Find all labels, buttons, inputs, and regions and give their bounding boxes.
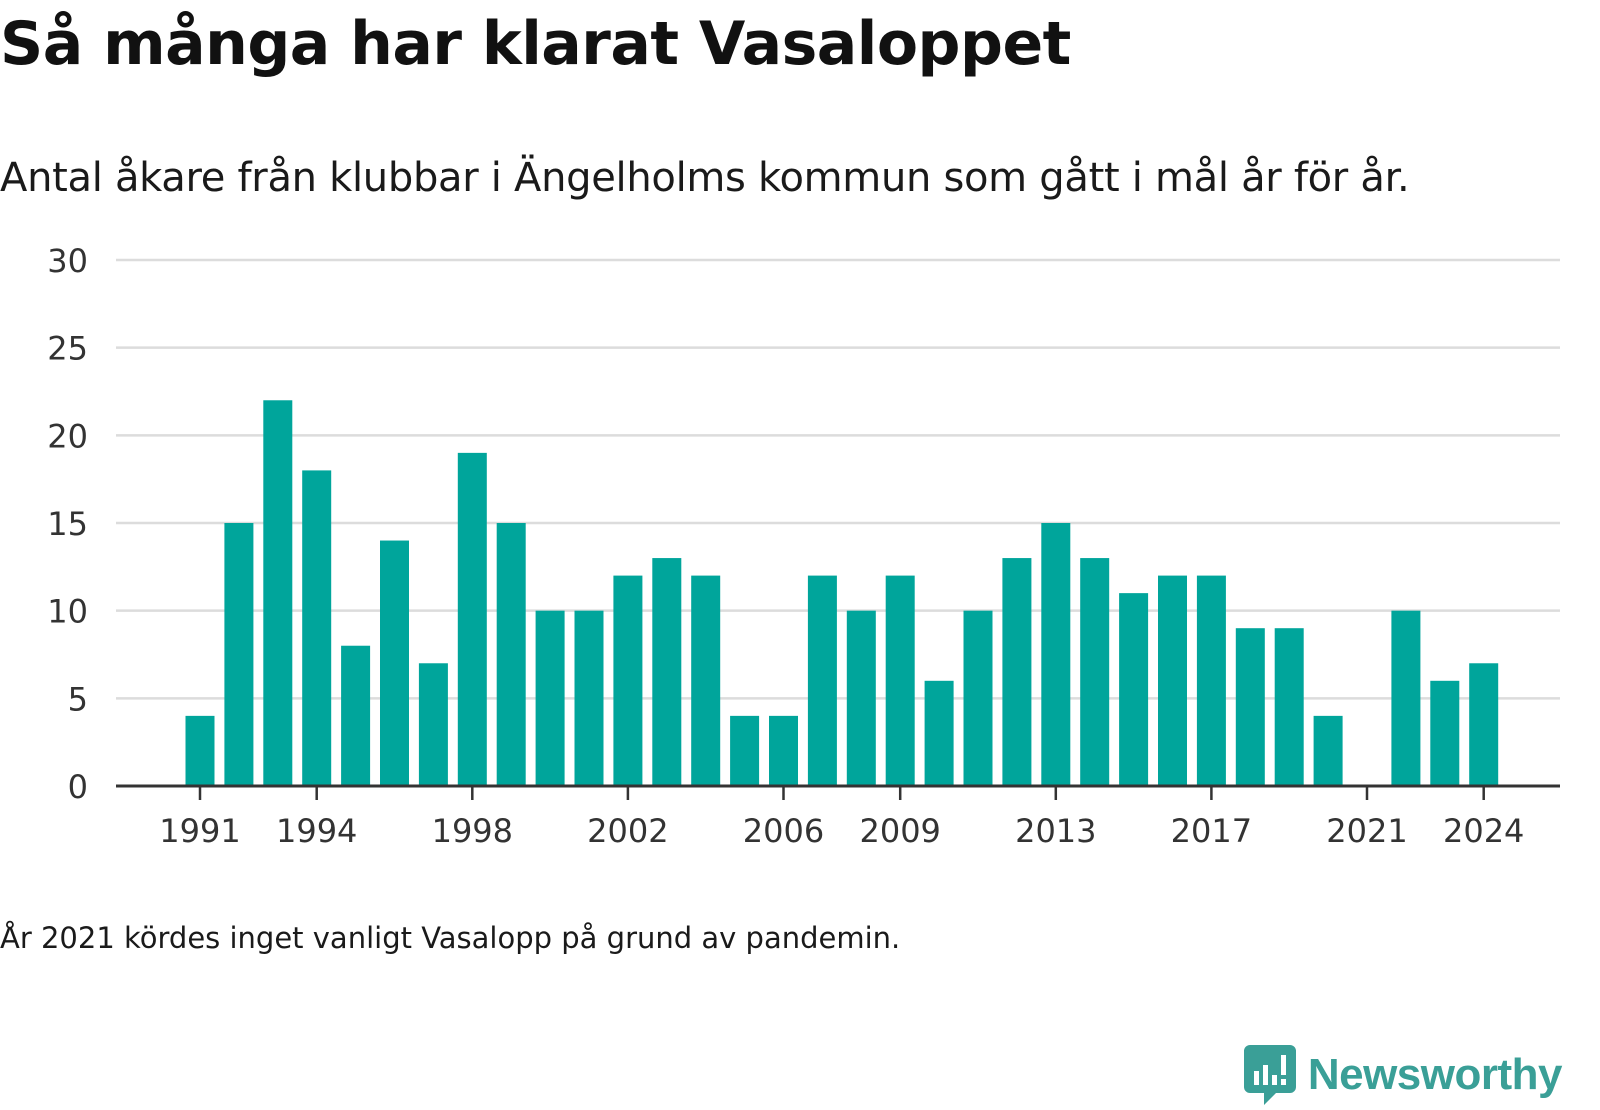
bar-2002: [613, 575, 643, 786]
newsworthy-logo-icon: [1243, 1045, 1296, 1105]
bar-chart: 0 5 10 15 20 25 30 1991 1994 1998 2002 2006 2009 201…: [47, 242, 1560, 850]
bar-2003: [652, 558, 682, 786]
bar-2005: [730, 715, 760, 786]
y-tick-label: 25: [47, 330, 88, 368]
x-tick-label: 2024: [1443, 812, 1524, 850]
x-tick-label: 1998: [432, 812, 513, 850]
brand-logo[interactable]: Newsworthy: [1243, 1040, 1563, 1110]
bar-2018: [1235, 628, 1265, 786]
bar-2004: [691, 575, 721, 786]
bar-1994: [302, 470, 332, 786]
bar-1997: [418, 663, 448, 786]
bar-2014: [1080, 558, 1110, 786]
x-axis-tick-labels: 1991 1994 1998 2002 2006 2009 2013 2017 2021 2024: [159, 812, 1524, 850]
y-tick-label: 5: [68, 680, 88, 718]
y-tick-label: 15: [47, 505, 88, 543]
bar-2011: [963, 610, 993, 786]
y-tick-label: 10: [47, 593, 88, 631]
x-tick-label: 2006: [743, 812, 824, 850]
chart-subtitle: Antal åkare från klubbar i Ängelholms ko…: [0, 155, 1410, 201]
bar-2006: [769, 715, 798, 786]
bar-1995: [341, 645, 371, 786]
x-tick-label: 2021: [1326, 812, 1407, 850]
bar-2013: [1041, 523, 1071, 786]
x-tick-label: 2002: [587, 812, 668, 850]
bar-2020: [1313, 715, 1343, 786]
x-tick-label: 1991: [159, 812, 240, 850]
x-axis: [116, 784, 1560, 800]
bar-2019: [1274, 628, 1304, 786]
x-tick-label: 2013: [1015, 812, 1096, 850]
bar-2015: [1119, 593, 1149, 786]
brand-name: Newsworthy: [1307, 1050, 1563, 1099]
y-tick-label: 0: [68, 768, 88, 806]
footnote: År 2021 kördes inget vanligt Vasalopp på…: [0, 921, 901, 955]
y-tick-label: 20: [47, 417, 88, 455]
bar-2017: [1196, 575, 1226, 786]
bar-2010: [924, 680, 954, 786]
x-tick-label: 2009: [859, 812, 940, 850]
x-tick-label: 1994: [276, 812, 357, 850]
y-tick-label: 30: [47, 242, 88, 280]
x-tick-label: 2017: [1171, 812, 1252, 850]
bar-1996: [380, 540, 409, 786]
bar-2007: [807, 575, 837, 786]
bar-1991: [185, 715, 215, 786]
bar-1993: [263, 400, 293, 786]
bar-2016: [1158, 575, 1187, 786]
bar-2023: [1430, 680, 1460, 786]
bar-2009: [885, 575, 915, 786]
bar-2001: [574, 610, 604, 786]
chart-title: Så många har klarat Vasaloppet: [0, 9, 1071, 79]
bar-1998: [457, 452, 487, 786]
bar-2000: [535, 610, 565, 786]
bar-2008: [846, 610, 876, 786]
bar-2022: [1391, 610, 1421, 786]
bar-1992: [224, 523, 254, 786]
y-axis-tick-labels: 0 5 10 15 20 25 30: [47, 242, 88, 806]
bar-2012: [1002, 558, 1032, 786]
bar-1999: [496, 523, 526, 786]
bars: [185, 400, 1499, 786]
bar-2024: [1469, 663, 1499, 786]
gridlines: [116, 258, 1560, 700]
